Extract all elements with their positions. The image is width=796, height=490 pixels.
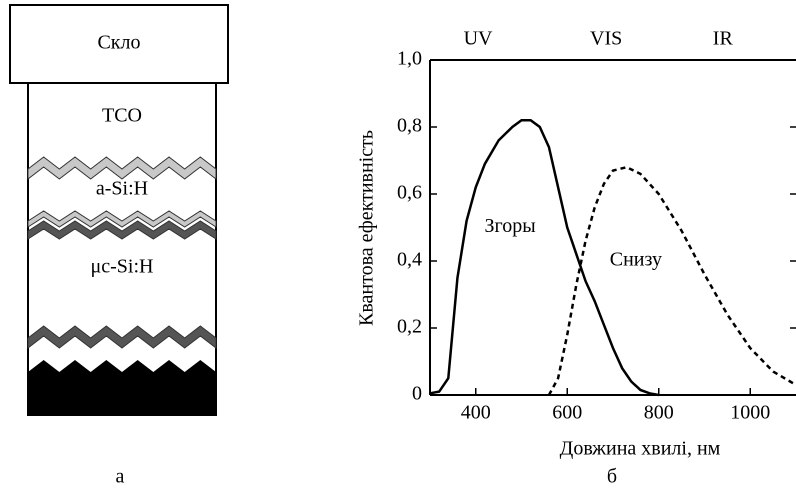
x-tick-label: 600: [552, 402, 582, 424]
annotation: Снизу: [610, 249, 662, 271]
y-tick-label: 0,6: [397, 182, 422, 204]
x-axis-label: Довжина хвилі, нм: [560, 438, 721, 460]
y-axis-label: Квантова ефективність: [356, 130, 378, 326]
annotation: Згоры: [484, 215, 535, 237]
layer-bands: [27, 156, 217, 414]
zigzag-layer: [27, 210, 217, 228]
annotation: VIS: [590, 27, 622, 49]
layer-label: μc-Si:H: [91, 256, 154, 278]
zigzag-layer: [27, 325, 217, 350]
zigzag-layer: [27, 220, 217, 240]
layer-label: a-Si:H: [96, 178, 148, 200]
glass-label: Скло: [97, 32, 140, 54]
cell-column: [27, 82, 217, 416]
y-tick-label: 0,8: [397, 115, 422, 137]
series-line: [547, 165, 796, 396]
panel-label: б: [607, 466, 617, 488]
x-tick-label: 800: [644, 402, 674, 424]
annotation: IR: [713, 27, 734, 49]
y-tick-label: 1,0: [397, 48, 422, 70]
annotation: UV: [464, 27, 493, 49]
y-tick-label: 0,2: [397, 316, 422, 338]
panel-label: а: [116, 466, 125, 488]
layer-label: TCO: [102, 105, 142, 127]
y-tick-label: 0,4: [397, 249, 422, 271]
x-tick-label: 1000: [730, 402, 770, 424]
base-layer: [28, 360, 216, 414]
x-tick-label: 400: [461, 402, 491, 424]
y-tick-label: 0: [412, 383, 422, 405]
zigzag-layer: [27, 156, 217, 181]
series-line: [429, 119, 659, 397]
